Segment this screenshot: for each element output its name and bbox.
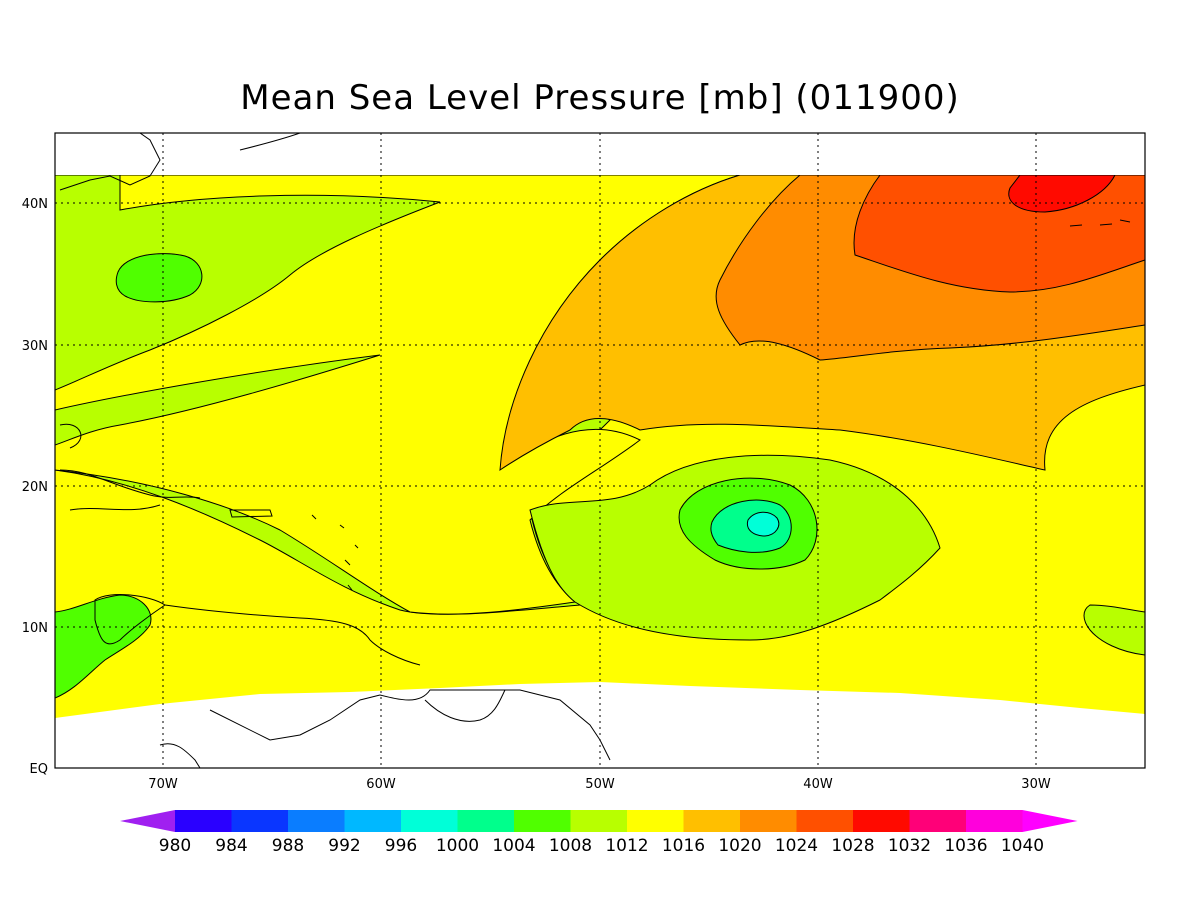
colorbar-swatch [231,810,288,832]
colorbar-label: 996 [385,836,417,856]
colorbar-swatch [457,810,514,832]
lon-label: 50W [585,777,615,792]
no-data-south [55,682,1145,768]
field-1004-sw [55,594,152,699]
colorbar-label: 992 [328,836,360,856]
map-title: Mean Sea Level Pressure [mb] (011900) [240,78,960,118]
colorbar-swatch [288,810,345,832]
colorbar-swatch [514,810,571,832]
colorbar-label: 984 [215,836,247,856]
colorbar-label: 1020 [718,836,761,856]
colorbar-label: 1012 [605,836,648,856]
colorbar-swatch [401,810,458,832]
colorbar-label: 1008 [549,836,592,856]
colorbar: 980 984 988 992 996 1000 1004 1008 1012 1016 1020 1… [120,810,1078,856]
colorbar-swatch [740,810,797,832]
grid-lines [55,133,1145,768]
field-1028 [1008,174,1116,213]
lon-label: 30W [1021,777,1051,792]
colorbar-swatch [570,810,627,832]
pressure-field [55,133,1145,768]
colorbar-arrow-right [1022,810,1078,832]
colorbar-label: 988 [272,836,304,856]
lon-label: 70W [148,777,178,792]
colorbar-swatch [683,810,740,832]
lat-label: 40N [22,197,48,212]
lat-label: 30N [22,339,48,354]
field-1008-east [1083,604,1145,656]
lon-axis: 70W 60W 50W 40W 30W [148,777,1051,792]
colorbar-label: 1024 [775,836,818,856]
colorbar-swatch [966,810,1023,832]
lat-label: EQ [30,762,48,777]
colorbar-label: 1036 [944,836,987,856]
colorbar-label: 1040 [1001,836,1044,856]
colorbar-label: 1004 [492,836,535,856]
field-996 [746,511,780,537]
colorbar-label: 1016 [662,836,705,856]
colorbar-swatch [175,810,232,832]
colorbar-swatch [627,810,684,832]
lat-axis: 40N 30N 20N 10N EQ [22,197,48,777]
colorbar-swatch [344,810,401,832]
lat-label: 10N [22,621,48,636]
field-1004-west [115,253,203,303]
coastlines [59,133,1131,768]
colorbar-swatch [796,810,853,832]
colorbar-swatch [853,810,910,832]
colorbar-label: 1028 [831,836,874,856]
colorbar-label: 980 [159,836,191,856]
lon-label: 40W [803,777,833,792]
lon-label: 60W [366,777,396,792]
lat-label: 20N [22,480,48,495]
colorbar-label: 1032 [888,836,931,856]
map-frame [54,132,1146,769]
colorbar-label: 1000 [436,836,479,856]
colorbar-arrow-left [120,810,175,832]
colorbar-swatch [909,810,966,832]
